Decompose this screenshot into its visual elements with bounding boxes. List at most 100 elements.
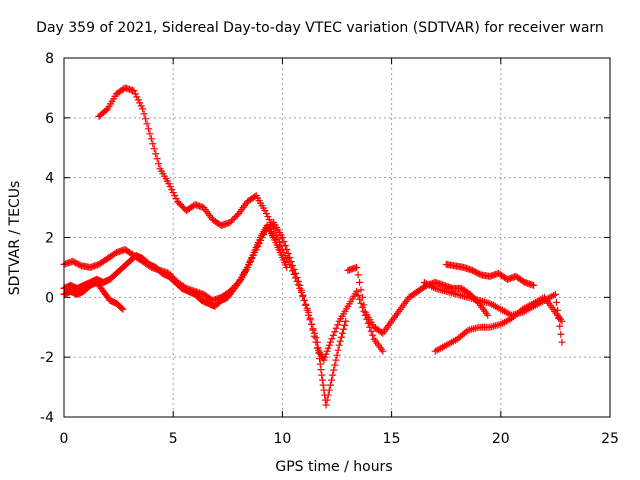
data-point: [367, 327, 375, 335]
data-point: [558, 338, 566, 346]
x-tick-label: 10: [273, 431, 291, 447]
data-point: [294, 277, 302, 285]
grid-lines: [64, 58, 610, 417]
data-point: [283, 263, 291, 271]
data-point: [333, 351, 341, 359]
series-6: [442, 260, 538, 289]
data-point: [302, 301, 310, 309]
data-point: [136, 99, 144, 107]
data-point: [555, 314, 563, 322]
data-point: [353, 263, 361, 271]
data-point: [314, 344, 322, 352]
data-point: [335, 341, 343, 349]
data-point: [293, 273, 301, 281]
data-point: [556, 322, 564, 330]
data-point: [278, 234, 286, 241]
data-point: [262, 210, 270, 218]
data-point: [322, 350, 330, 358]
data-point: [308, 320, 316, 328]
data-point: [340, 325, 348, 333]
chart-title: Day 359 of 2021, Sidereal Day-to-day VTE…: [36, 20, 604, 36]
data-point: [172, 195, 180, 203]
data-point: [119, 305, 127, 313]
series-4: [60, 278, 127, 313]
data-point: [313, 338, 321, 346]
data-point: [557, 330, 565, 338]
data-point: [331, 328, 339, 336]
data-point: [137, 102, 145, 110]
y-tick-label: 0: [45, 290, 54, 306]
data-point: [310, 329, 318, 337]
data-point: [554, 306, 562, 314]
data-point: [142, 115, 150, 123]
data-point: [265, 216, 273, 224]
data-point: [289, 261, 297, 269]
x-tick-label: 5: [169, 431, 178, 447]
data-point: [146, 130, 154, 138]
data-point: [150, 145, 158, 153]
data-point: [296, 281, 304, 289]
data-point: [329, 331, 337, 339]
data-point: [290, 265, 298, 273]
data-point: [287, 257, 295, 265]
y-tick-label: 4: [45, 171, 54, 187]
data-point: [321, 353, 329, 361]
data-point: [322, 401, 330, 409]
data-point: [264, 213, 272, 221]
data-point: [140, 110, 148, 118]
data-point: [358, 293, 366, 301]
data-point: [324, 344, 332, 352]
data-point: [319, 381, 327, 389]
data-point: [330, 366, 338, 374]
series-7: [431, 293, 566, 355]
data-point: [357, 286, 365, 294]
data-point: [326, 381, 334, 389]
data-point: [292, 269, 300, 277]
data-point: [356, 278, 364, 286]
data-point: [299, 291, 307, 299]
data-point: [316, 355, 324, 363]
data-point: [379, 347, 387, 355]
series-3: [60, 222, 291, 310]
data-point: [530, 281, 538, 289]
data-point: [283, 245, 291, 253]
x-axis-label: GPS time / hours: [275, 459, 392, 475]
data-point: [102, 106, 110, 114]
data-point: [558, 317, 566, 325]
data-point: [318, 371, 326, 379]
data-point: [552, 298, 560, 306]
data-point: [130, 87, 138, 95]
data-point: [336, 337, 344, 345]
data-point: [338, 329, 346, 337]
data-point: [334, 321, 342, 329]
series-2: [60, 219, 350, 409]
data-point: [303, 306, 311, 314]
data-point: [323, 396, 331, 404]
data-point: [315, 349, 323, 357]
data-point: [332, 324, 340, 332]
data-point: [334, 346, 342, 354]
data-point: [325, 386, 333, 394]
data-point: [354, 291, 362, 299]
data-point: [280, 237, 288, 245]
data-point: [166, 183, 174, 191]
data-point: [281, 241, 289, 249]
x-tick-label: 15: [383, 431, 401, 447]
data-point: [149, 140, 157, 148]
data-point: [316, 360, 324, 368]
data-point: [284, 249, 292, 257]
data-point: [133, 93, 141, 101]
data-point: [325, 341, 333, 349]
data-point: [326, 338, 334, 346]
x-tick-label: 20: [492, 431, 510, 447]
y-tick-label: -4: [40, 410, 54, 426]
x-tick-label: 0: [60, 431, 69, 447]
series-8: [420, 278, 566, 346]
data-point: [551, 290, 559, 298]
data-point: [169, 189, 177, 197]
data-point: [324, 391, 332, 399]
data-point: [312, 334, 320, 342]
data-point: [165, 180, 173, 188]
y-tick-label: -2: [40, 350, 54, 366]
data-point: [360, 301, 368, 309]
